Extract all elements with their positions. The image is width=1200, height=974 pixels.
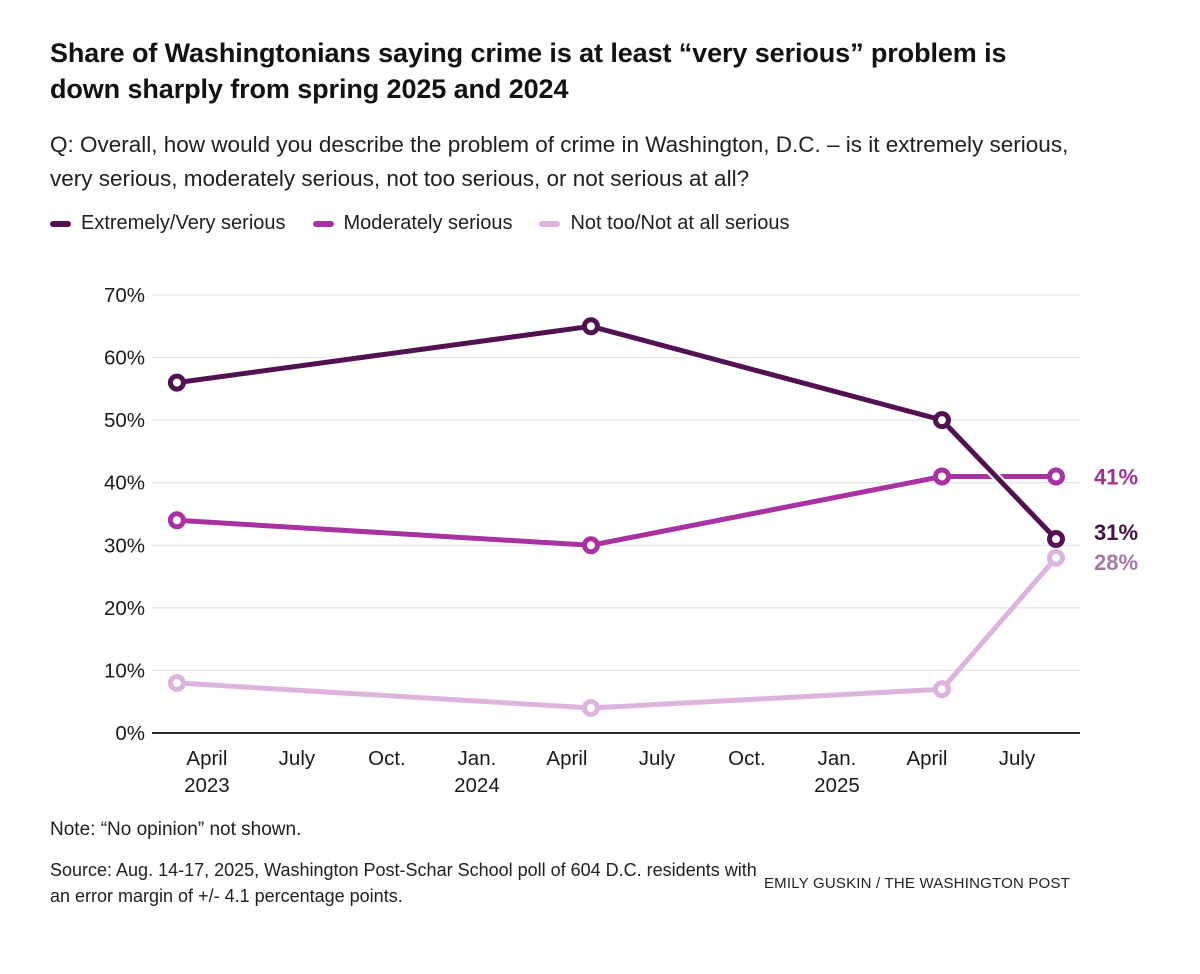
chart-title: Share of Washingtonians saying crime is … bbox=[50, 38, 1007, 104]
end-value-label: 41% bbox=[1094, 465, 1138, 490]
series-line bbox=[176, 474, 1056, 549]
y-tick-label: 30% bbox=[104, 535, 145, 558]
legend-label: Extremely/Very serious bbox=[81, 212, 286, 235]
legend-item-0: Extremely/Very serious bbox=[50, 212, 286, 235]
chart-legend: Extremely/Very serious Moderately serious… bbox=[50, 212, 1150, 235]
y-tick-label: 0% bbox=[115, 722, 145, 745]
y-tick-label: 70% bbox=[104, 284, 145, 307]
chart-source: Source: Aug. 14-17, 2025, Washington Pos… bbox=[50, 860, 757, 907]
legend-label: Moderately serious bbox=[343, 212, 513, 235]
x-tick-label: Oct. bbox=[368, 747, 406, 770]
chart-note: Note: “No opinion” not shown. bbox=[50, 819, 302, 841]
x-tick-year-label: 2023 bbox=[184, 774, 230, 797]
y-tick-label: 20% bbox=[104, 597, 145, 620]
x-tick-label: July bbox=[279, 747, 316, 770]
legend-swatch-icon bbox=[539, 220, 561, 227]
data-point-marker bbox=[1046, 549, 1065, 568]
line-chart: 0% 10% 20% 30% 40% 50% 60% 70% April 2023 July Oct.… bbox=[104, 284, 1138, 797]
data-point-marker bbox=[581, 699, 600, 718]
source-row: Source: Aug. 14-17, 2025, Washington Pos… bbox=[50, 857, 1070, 909]
series-line bbox=[176, 556, 1058, 711]
data-point-marker bbox=[932, 411, 951, 430]
chart-question: Q: Overall, how would you describe the p… bbox=[50, 131, 1069, 191]
x-tick-label: April bbox=[546, 747, 587, 770]
data-point-marker bbox=[932, 680, 951, 699]
y-tick-label: 60% bbox=[104, 347, 145, 370]
data-point-marker bbox=[167, 373, 186, 392]
x-tick-label: Jan. bbox=[458, 747, 497, 770]
data-point-marker bbox=[932, 467, 951, 486]
legend-swatch-icon bbox=[50, 220, 71, 227]
x-tick-year-label: 2025 bbox=[814, 774, 860, 797]
data-point-marker bbox=[167, 674, 186, 693]
legend-item-1: Moderately serious bbox=[312, 212, 513, 235]
x-tick-label: July bbox=[639, 747, 676, 770]
x-tick-label: July bbox=[999, 747, 1036, 770]
data-point-marker bbox=[1046, 530, 1065, 549]
series-line bbox=[176, 324, 1058, 542]
legend-label: Not too/Not at all serious bbox=[570, 212, 790, 235]
data-point-marker bbox=[581, 317, 600, 336]
y-tick-label: 40% bbox=[104, 472, 145, 495]
x-tick-label: Oct. bbox=[728, 747, 766, 770]
x-tick-label: Jan. bbox=[818, 747, 857, 770]
data-point-marker bbox=[167, 511, 186, 530]
end-value-label: 28% bbox=[1094, 550, 1138, 575]
y-tick-label: 10% bbox=[104, 660, 145, 683]
data-point-marker bbox=[1046, 467, 1065, 486]
end-value-label: 31% bbox=[1094, 520, 1138, 545]
x-tick-label: April bbox=[186, 747, 227, 770]
chart-credit: EMILY GUSKIN / THE WASHINGTON POST bbox=[763, 874, 1070, 892]
y-tick-label: 50% bbox=[104, 409, 145, 432]
data-point-marker bbox=[581, 536, 600, 555]
x-tick-year-label: 2024 bbox=[454, 774, 500, 797]
legend-swatch-icon bbox=[312, 220, 334, 227]
series-line-casing bbox=[176, 322, 1060, 543]
legend-item-2: Not too/Not at all serious bbox=[539, 212, 789, 235]
x-tick-label: April bbox=[906, 747, 947, 770]
